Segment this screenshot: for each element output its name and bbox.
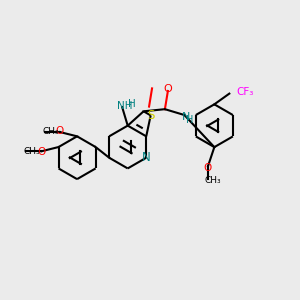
- Text: CH₃: CH₃: [204, 176, 221, 185]
- Text: S: S: [147, 109, 154, 122]
- Text: N: N: [182, 112, 190, 122]
- Text: O: O: [164, 84, 172, 94]
- Text: O: O: [37, 147, 46, 157]
- Text: N: N: [142, 151, 151, 164]
- Text: CH₃: CH₃: [42, 127, 58, 136]
- Text: O: O: [204, 163, 212, 173]
- Text: H: H: [128, 99, 136, 109]
- Text: H: H: [186, 116, 194, 125]
- Text: CF₃: CF₃: [237, 87, 254, 97]
- Text: O: O: [56, 127, 64, 136]
- Text: CH₃: CH₃: [23, 147, 40, 156]
- Text: NH: NH: [117, 101, 132, 111]
